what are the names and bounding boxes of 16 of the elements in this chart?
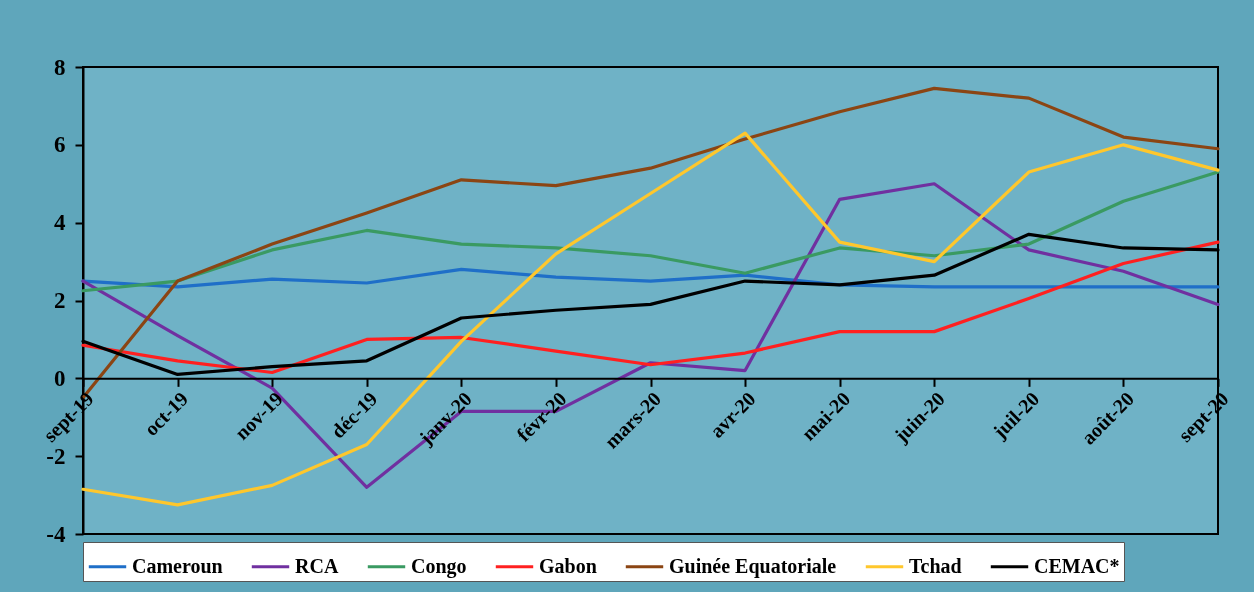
legend-label: Cameroun — [132, 554, 223, 577]
line-series — [81, 267, 1220, 289]
legend-label: Guinée Equatoriale — [669, 554, 837, 578]
legend-label: Congo — [411, 554, 467, 578]
y-tick-label: 4 — [54, 210, 66, 236]
legend-label: CEMAC* — [1034, 554, 1120, 577]
y-tick-label: 8 — [54, 54, 66, 80]
y-tick-label: 2 — [54, 288, 66, 313]
legend-label: Gabon — [539, 554, 597, 577]
y-tick-label: 6 — [54, 132, 66, 158]
legend-label: Tchad — [909, 554, 962, 577]
y-tick-label: -4 — [46, 521, 66, 547]
y-tick-label: -2 — [46, 443, 66, 469]
line-series — [81, 170, 1220, 293]
y-tick-label: 0 — [54, 365, 66, 391]
legend-label: RCA — [295, 554, 339, 577]
